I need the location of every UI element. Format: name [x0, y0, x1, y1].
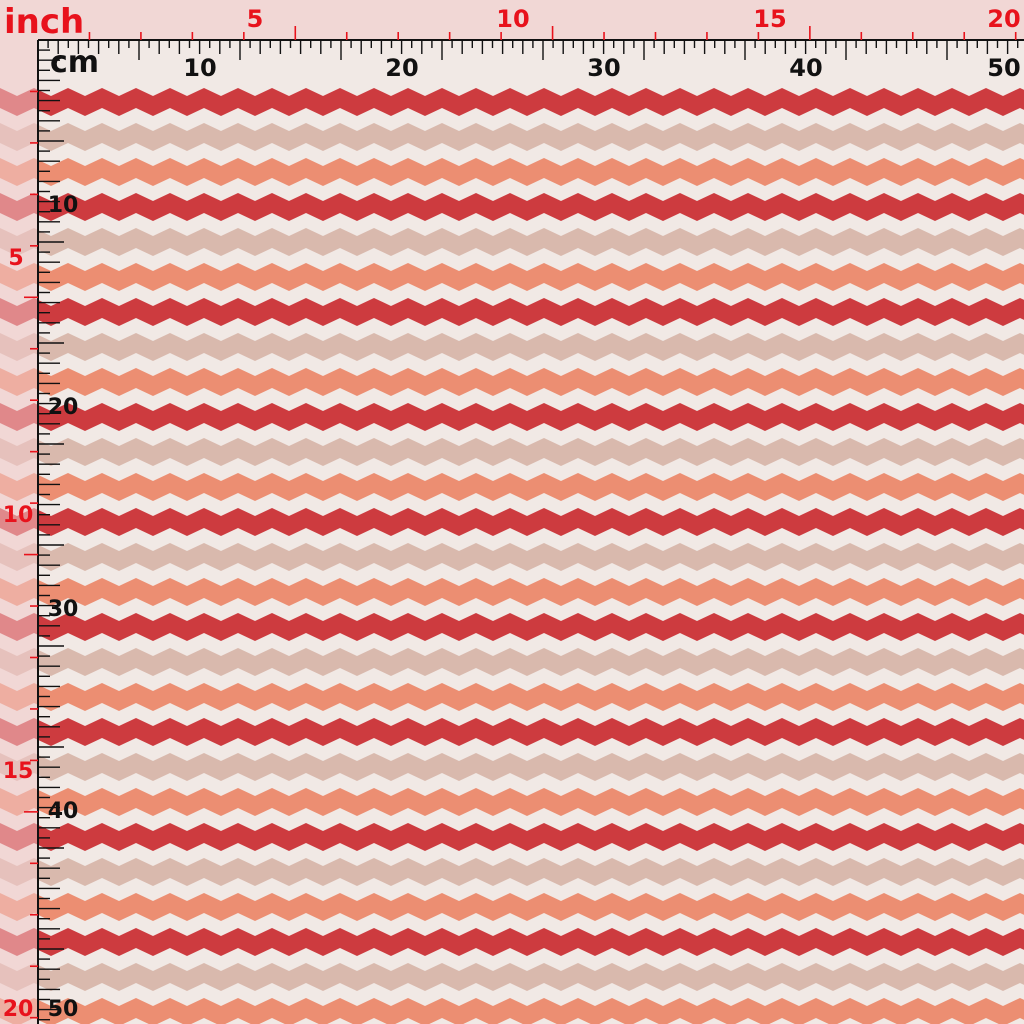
top-inch-ticks: [88, 26, 1017, 40]
chevron-stripe: [0, 438, 1024, 466]
top-cm-ticks: [47, 40, 1019, 60]
left-cm-label: 20: [48, 395, 79, 420]
chevron-stripe: [0, 263, 1024, 291]
top-cm-label: 50: [987, 54, 1020, 82]
chevron-stripe: [0, 998, 1024, 1024]
chevron-stripe: [0, 543, 1024, 571]
top-inch-label: 5: [247, 5, 264, 33]
top-cm-label: 40: [789, 54, 822, 82]
left-cm-label: 50: [48, 997, 79, 1022]
chevron-stripe: [0, 613, 1024, 641]
chevron-stripe: [0, 788, 1024, 816]
chevron-stripe: [0, 578, 1024, 606]
left-cm-label: 10: [48, 193, 79, 218]
chevron-stripe: [0, 298, 1024, 326]
top-cm-label: 10: [183, 54, 216, 82]
chevron-stripe: [0, 718, 1024, 746]
left-inch-label: 5: [8, 246, 23, 271]
top-inch-label: 20: [987, 5, 1020, 33]
chevron-stripe: [0, 403, 1024, 431]
left-inch-label: 15: [3, 759, 34, 784]
chevron-stripe: [0, 928, 1024, 956]
chevron-stripe: [0, 333, 1024, 361]
chevron-stripe: [0, 123, 1024, 151]
chevron-stripe: [0, 823, 1024, 851]
chevron-stripe: [0, 508, 1024, 536]
chevron-stripe: [0, 228, 1024, 256]
left-cm-ticks: [38, 49, 64, 1021]
chevron-stripe: [0, 963, 1024, 991]
top-inch-label: 10: [496, 5, 529, 33]
chevron-stripe: [0, 683, 1024, 711]
left-cm-label: 40: [48, 799, 79, 824]
chevron-stripe: [0, 858, 1024, 886]
chevron-stripe: [0, 753, 1024, 781]
left-inch-label: 10: [3, 503, 34, 528]
top-inch-label: 15: [753, 5, 786, 33]
left-inch-ticks: [24, 90, 38, 1019]
chevron-stripe: [0, 88, 1024, 116]
chevron-stripe: [0, 473, 1024, 501]
left-inch-label: 20: [3, 997, 34, 1022]
chevron-stripe: [0, 158, 1024, 186]
top-cm-label: 20: [385, 54, 418, 82]
inch-unit-label: inch: [4, 2, 84, 42]
top-cm-label: 30: [587, 54, 620, 82]
chevron-stripe: [0, 648, 1024, 676]
left-cm-label: 30: [48, 597, 79, 622]
chevron-stripe: [0, 893, 1024, 921]
left-ruler: 5 10 15 20 10 20 30 40 50: [0, 40, 78, 1024]
top-ruler: inch 5 10 15 20 cm 10 20 30 40 50: [0, 0, 1024, 82]
cm-unit-label: cm: [50, 45, 99, 80]
chevron-stripe: [0, 368, 1024, 396]
chevron-stripe: [0, 193, 1024, 221]
